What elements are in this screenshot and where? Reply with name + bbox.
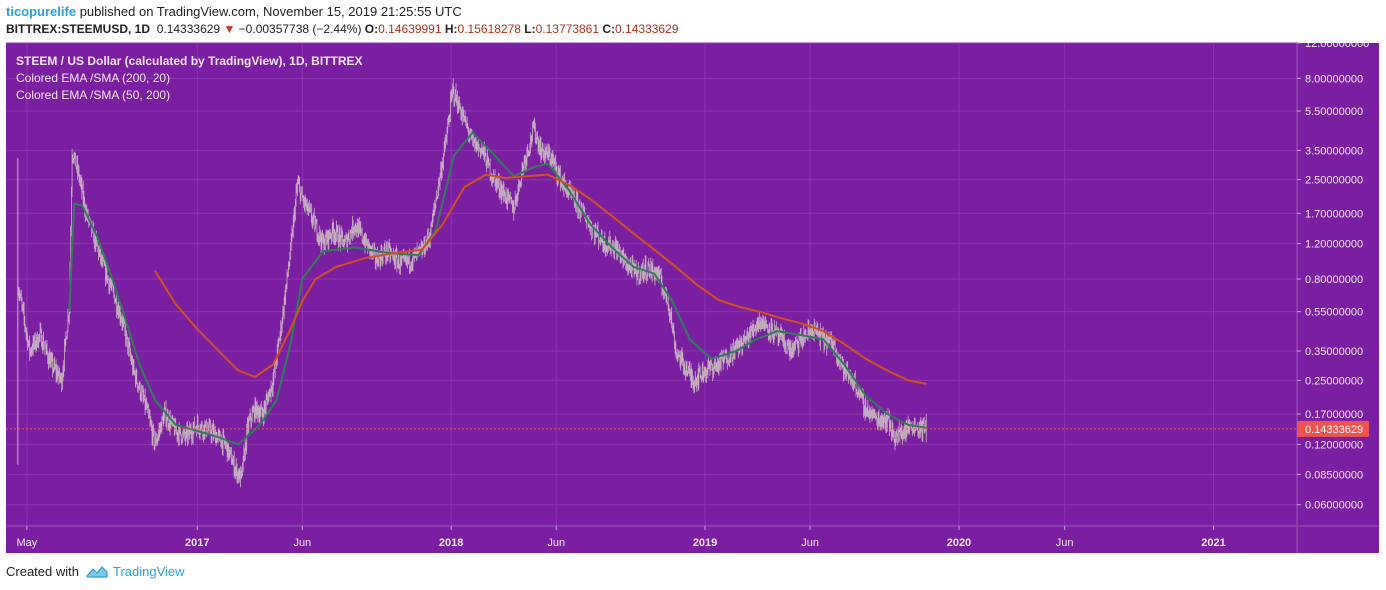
last-price: 0.14333629 (156, 22, 221, 36)
footer: Created with TradingView (6, 564, 185, 579)
y-tick-label: 12.00000000 (1305, 38, 1369, 50)
open-value: 0.14639991 (378, 22, 442, 36)
last-price-tag-label: 0.14333629 (1305, 424, 1363, 436)
ohlc-header: BITTREX:STEEMUSD, 1D 0.14333629 ▼ −0.003… (6, 22, 678, 36)
x-tick-label: 2017 (185, 537, 209, 549)
y-tick-label: 0.25000000 (1305, 375, 1363, 387)
y-tick-label: 0.08500000 (1305, 469, 1363, 481)
y-tick-label: 1.20000000 (1305, 239, 1363, 251)
y-tick-label: 8.00000000 (1305, 73, 1363, 85)
y-tick-label: 0.12000000 (1305, 439, 1363, 451)
author-link[interactable]: ticopurelife (6, 4, 77, 19)
created-with-label: Created with (6, 564, 79, 579)
x-tick-label: May (16, 537, 37, 549)
series-line-ema-50-200 (154, 173, 927, 385)
close-label: C: (602, 22, 616, 36)
y-tick-label: 2.50000000 (1305, 175, 1363, 187)
x-tick-label: 2018 (439, 537, 463, 549)
x-tick-label: Jun (801, 537, 819, 549)
moving-average-series (68, 131, 927, 446)
tradingview-link[interactable]: TradingView (113, 564, 185, 579)
x-tick-label: 2019 (693, 537, 717, 549)
y-tick-label: 0.80000000 (1305, 274, 1363, 286)
x-tick-label: Jun (1056, 537, 1074, 549)
publish-info: ticopurelife published on TradingView.co… (6, 4, 462, 19)
legend-item-ema-50-200[interactable]: Colored EMA /SMA (50, 200) (16, 88, 170, 102)
y-tick-label: 1.70000000 (1305, 208, 1363, 220)
y-tick-label: 0.55000000 (1305, 307, 1363, 319)
x-tick-label: Jun (293, 537, 311, 549)
tradingview-logo-icon (86, 566, 108, 578)
symbol-label: BITTREX:STEEMUSD, 1D (6, 22, 151, 36)
chart-grid (6, 42, 1297, 526)
candle-series (17, 78, 927, 488)
last-price-tag: 0.14333629 (1297, 420, 1369, 437)
x-tick-label: Jun (547, 537, 565, 549)
published-text: published on TradingView.com, November 1… (79, 4, 462, 19)
chart-background (6, 43, 1379, 553)
y-tick-label: 0.06000000 (1305, 500, 1363, 512)
high-label: H: (444, 22, 458, 36)
x-tick-label: 2020 (947, 537, 971, 549)
low-value: 0.13773861 (535, 22, 600, 36)
legend-item-ema-200-20[interactable]: Colored EMA /SMA (200, 20) (16, 71, 170, 85)
price-change: −0.00357738 (−2.44%) (238, 22, 362, 36)
chart-title: STEEM / US Dollar (calculated by Trading… (16, 54, 363, 68)
down-arrow-icon: ▼ (223, 22, 236, 36)
y-tick-label: 0.35000000 (1305, 346, 1363, 358)
y-tick-label: 0.17000000 (1305, 409, 1363, 421)
low-label: L: (524, 22, 536, 36)
time-axis[interactable]: May 2017 Jun 2018 Jun 2019 Jun 2020 Jun 2021 (16, 526, 1226, 549)
y-tick-label: 5.50000000 (1305, 106, 1363, 118)
close-value: 0.14333629 (615, 22, 679, 36)
x-tick-label: 2021 (1201, 537, 1225, 549)
open-label: O: (364, 22, 379, 36)
price-axis[interactable]: 12.00000000 8.00000000 5.50000000 3.5000000… (1297, 38, 1369, 512)
y-tick-label: 3.50000000 (1305, 145, 1363, 157)
high-value: 0.15618278 (457, 22, 521, 36)
last-price-tag-background (1297, 420, 1369, 437)
series-line-ema-200-20 (68, 131, 927, 446)
